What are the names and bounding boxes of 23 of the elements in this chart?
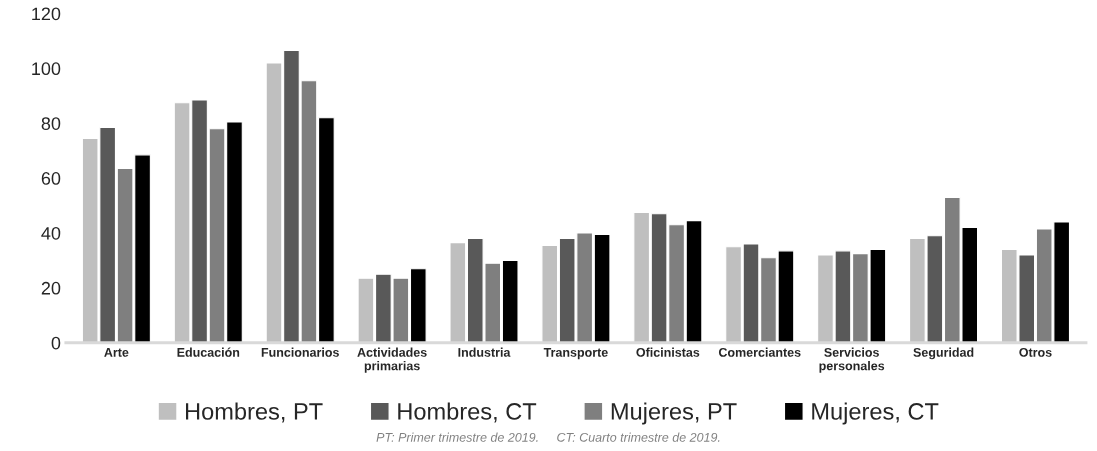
text: PT: Primer trimestre de 2019. CT: Cuarto trimestre de 2019. (376, 432, 720, 442)
y-tick-label: 100 (32, 62, 61, 76)
y-tick-label: 60 (41, 172, 61, 185)
x-tick-label: Arte (104, 348, 129, 357)
x-tick-label: Industria (458, 347, 511, 357)
x-tick-label: Comerciantes (718, 347, 801, 357)
y-tick-label: 120 (32, 7, 61, 21)
y-tick-label: 20 (41, 281, 61, 295)
legend-label: Mujeres, PT (611, 402, 737, 425)
x-tick-label: Transporte (543, 348, 608, 360)
x-tick-label: Educación (177, 347, 240, 357)
x-tick-label: Funcionarios (261, 347, 339, 357)
y-tick-label: 0 (51, 336, 61, 350)
x-tick-label: Otros (1019, 347, 1052, 357)
y-tick-label: 40 (41, 226, 61, 240)
x-tick-label: Oficinistas (636, 347, 700, 357)
y-tick-label: 80 (41, 117, 61, 130)
x-tick-label: Seguridad (913, 347, 974, 360)
x-tick-label: Actividades primarias (357, 347, 427, 373)
legend-label: Hombres, PT (186, 402, 323, 423)
x-tick-label: Servicios personales (819, 347, 885, 373)
legend-label: Mujeres, CT (812, 402, 939, 425)
legend-label: Hombres, CT (398, 402, 537, 423)
